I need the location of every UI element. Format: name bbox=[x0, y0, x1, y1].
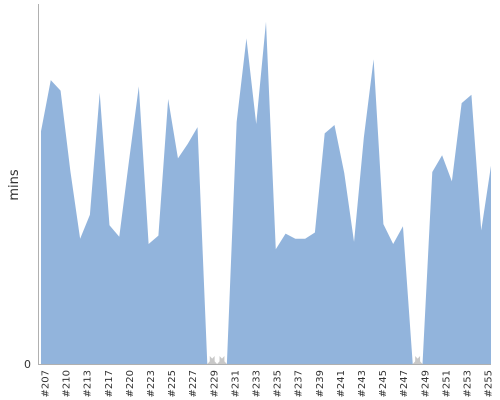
x-tick-label: #239 bbox=[315, 370, 326, 397]
x-tick-label: #237 bbox=[294, 370, 305, 397]
x-tick-label: #225 bbox=[167, 370, 178, 397]
y-axis-title: mins bbox=[7, 169, 22, 201]
x-tick-label: #255 bbox=[484, 370, 495, 397]
x-tick-label: #229 bbox=[209, 370, 220, 397]
x-tick-label: #233 bbox=[252, 370, 263, 397]
x-tick-label: #243 bbox=[357, 370, 368, 397]
x-tick-label: #231 bbox=[230, 370, 241, 397]
x-tick-label: #220 bbox=[125, 370, 136, 397]
x-tick-label: #223 bbox=[146, 370, 157, 397]
x-tick-label: #241 bbox=[336, 370, 347, 397]
x-tick-labels: #207 #210 #213 #217 #220 #223 #225 #227 #229 #231… bbox=[41, 370, 495, 397]
y-tick-label-0: 0 bbox=[24, 358, 31, 371]
x-tick-label: #210 bbox=[62, 370, 73, 397]
x-tick-label: #247 bbox=[399, 370, 410, 397]
series-area bbox=[41, 21, 491, 365]
x-tick-label: #251 bbox=[441, 370, 452, 397]
x-tick-label: #217 bbox=[104, 370, 115, 397]
x-tick-label: #253 bbox=[463, 370, 474, 397]
x-tick-label: #227 bbox=[188, 370, 199, 397]
x-tick-label: #235 bbox=[273, 370, 284, 397]
x-tick-label: #245 bbox=[378, 370, 389, 397]
x-tick-label: #207 bbox=[41, 370, 52, 397]
x-tick-label: #213 bbox=[83, 370, 94, 397]
x-tick-label: #249 bbox=[420, 370, 431, 397]
